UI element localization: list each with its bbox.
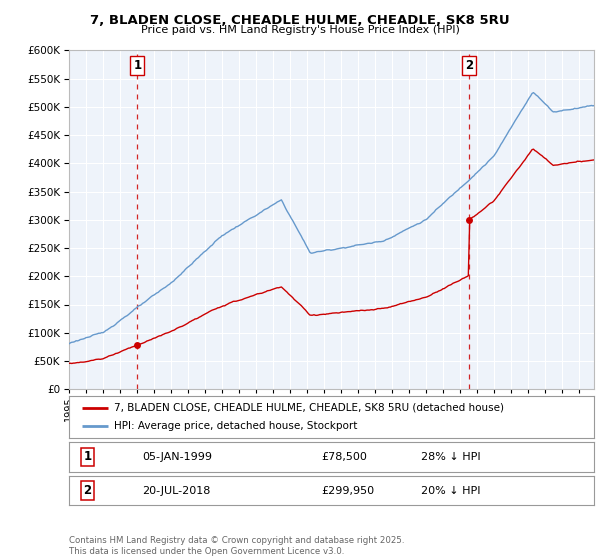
Text: 2: 2	[83, 484, 91, 497]
Text: Price paid vs. HM Land Registry's House Price Index (HPI): Price paid vs. HM Land Registry's House …	[140, 25, 460, 35]
Text: 20-JUL-2018: 20-JUL-2018	[143, 486, 211, 496]
Text: £78,500: £78,500	[321, 452, 367, 462]
Text: 1: 1	[133, 59, 142, 72]
Text: 28% ↓ HPI: 28% ↓ HPI	[421, 452, 481, 462]
Text: 05-JAN-1999: 05-JAN-1999	[143, 452, 212, 462]
Text: 7, BLADEN CLOSE, CHEADLE HULME, CHEADLE, SK8 5RU (detached house): 7, BLADEN CLOSE, CHEADLE HULME, CHEADLE,…	[113, 403, 503, 413]
Text: £299,950: £299,950	[321, 486, 374, 496]
Text: Contains HM Land Registry data © Crown copyright and database right 2025.
This d: Contains HM Land Registry data © Crown c…	[69, 536, 404, 556]
Text: HPI: Average price, detached house, Stockport: HPI: Average price, detached house, Stoc…	[113, 421, 357, 431]
Text: 20% ↓ HPI: 20% ↓ HPI	[421, 486, 480, 496]
Text: 7, BLADEN CLOSE, CHEADLE HULME, CHEADLE, SK8 5RU: 7, BLADEN CLOSE, CHEADLE HULME, CHEADLE,…	[90, 14, 510, 27]
Text: 2: 2	[465, 59, 473, 72]
Text: 1: 1	[83, 450, 91, 464]
